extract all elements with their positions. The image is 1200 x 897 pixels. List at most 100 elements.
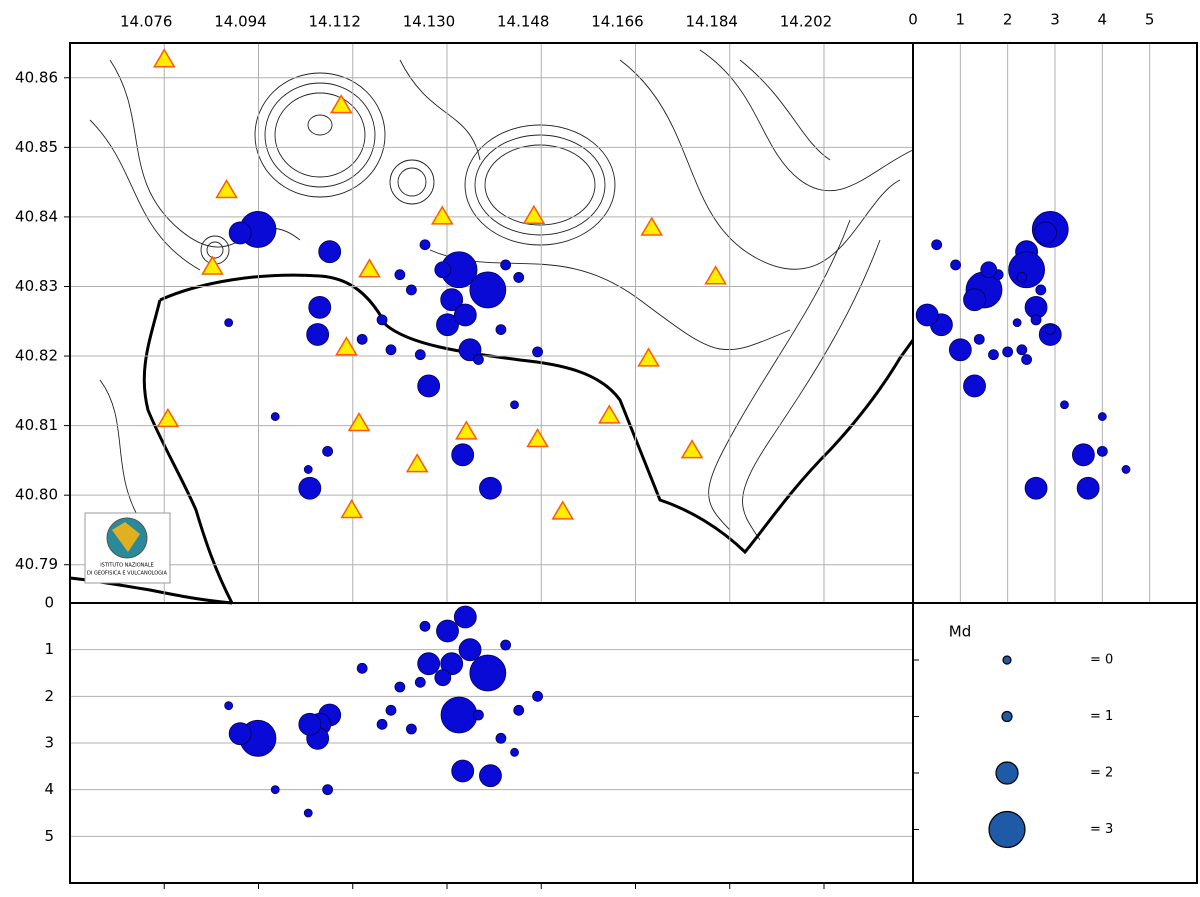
station <box>405 453 429 473</box>
event-lon-depth <box>414 676 426 688</box>
coastline <box>69 273 915 605</box>
grid <box>64 43 1151 889</box>
x-tick-label: 14.202 <box>780 13 833 31</box>
depth-tick-label: 4 <box>1098 11 1108 29</box>
event-lon-depth <box>458 638 482 662</box>
event-lat-depth <box>1016 272 1028 283</box>
event-lat-depth <box>963 288 986 312</box>
event <box>405 284 417 296</box>
x-tick-label: 14.094 <box>214 13 267 31</box>
depth-tick-label: 1 <box>956 11 966 29</box>
depth-tick-label: 3 <box>1050 11 1060 29</box>
logo: ISTITUTO NAZIONALE DI GEOFISICA E VULCAN… <box>84 512 171 584</box>
station <box>340 498 364 519</box>
station <box>152 48 176 68</box>
event <box>385 344 397 356</box>
event <box>532 346 543 358</box>
depth-tick-label: 0 <box>44 594 54 612</box>
event-lat-depth <box>1097 412 1107 421</box>
legend-label: = 2 <box>1090 766 1113 781</box>
x-tick-label: 14.148 <box>497 13 550 31</box>
event <box>510 400 519 410</box>
event-lon-depth <box>532 690 543 702</box>
legend-marker <box>1002 655 1012 665</box>
event-lat-depth <box>963 374 986 398</box>
event-lon-depth <box>451 759 475 783</box>
event-lon-depth <box>473 709 484 721</box>
event-lon-depth <box>500 639 512 651</box>
x-tick-label: 14.166 <box>591 13 644 31</box>
event-lon-depth <box>394 681 406 693</box>
y-tick-label: 40.83 <box>15 277 58 295</box>
station <box>329 94 353 114</box>
event-lat-depth <box>1096 445 1108 457</box>
event <box>414 349 426 361</box>
event-lon-depth <box>417 652 441 676</box>
event-lat-depth <box>1021 354 1032 365</box>
event <box>306 323 330 346</box>
event-lat-depth <box>1024 476 1048 500</box>
station <box>335 336 358 356</box>
logo-text: ISTITUTO NAZIONALE <box>100 563 154 569</box>
event-lat-depth <box>1034 221 1057 245</box>
event-lon-depth <box>436 619 459 643</box>
legend-marker <box>1001 710 1013 723</box>
event-lon-depth <box>385 704 397 716</box>
station <box>358 258 381 278</box>
x-tick-label: 14.184 <box>685 13 738 31</box>
event-lat-depth <box>931 239 943 251</box>
event-lon-depth <box>228 722 252 746</box>
legend-label: = 1 <box>1090 709 1113 724</box>
station <box>347 412 371 432</box>
event <box>453 303 477 327</box>
event-lat-depth <box>1008 251 1045 289</box>
station <box>704 265 727 285</box>
event-lon-depth <box>440 652 464 676</box>
event <box>308 295 332 319</box>
legend-marker <box>995 761 1019 785</box>
event <box>469 271 507 309</box>
event-lon-depth <box>419 620 431 632</box>
x-tick-label: 14.130 <box>403 13 456 31</box>
station <box>430 205 454 225</box>
station <box>215 178 238 199</box>
y-tick-label: 40.80 <box>15 486 58 504</box>
event <box>224 318 234 328</box>
event-lat-depth <box>1002 346 1014 358</box>
depth-tick-label: 4 <box>44 780 54 798</box>
event-lat-depth <box>1076 476 1100 500</box>
event-lon-depth <box>513 704 525 716</box>
map-frame <box>69 42 914 604</box>
event-lat-depth <box>915 303 939 327</box>
station <box>455 420 478 440</box>
event-lon-depth <box>303 808 313 818</box>
station <box>522 204 546 224</box>
depth-tick-label: 2 <box>1003 11 1013 29</box>
event-lon-depth <box>224 701 234 711</box>
y-tick-label: 40.85 <box>15 138 58 156</box>
event <box>495 324 507 336</box>
event-lon-depth <box>322 784 334 796</box>
event-lon-depth <box>434 669 452 687</box>
event <box>356 333 368 345</box>
y-tick-label: 40.82 <box>15 347 58 365</box>
event <box>318 240 342 264</box>
event-lat-depth <box>988 349 999 361</box>
y-tick-label: 40.86 <box>15 68 58 86</box>
event <box>417 374 441 398</box>
depth-tick-label: 5 <box>44 827 54 845</box>
event <box>473 354 484 365</box>
depth-tick-label: 2 <box>44 687 54 705</box>
event <box>436 313 459 337</box>
event <box>434 261 452 279</box>
event-lon-depth <box>356 662 368 674</box>
event <box>322 445 334 457</box>
event-lon-depth <box>510 747 519 757</box>
logo-shape <box>112 522 140 552</box>
event <box>440 288 464 312</box>
station <box>640 216 664 236</box>
event-lat-depth <box>1072 443 1095 467</box>
station <box>597 404 621 424</box>
event-lat-depth <box>1012 318 1022 328</box>
depth-tick-label: 3 <box>44 734 54 752</box>
